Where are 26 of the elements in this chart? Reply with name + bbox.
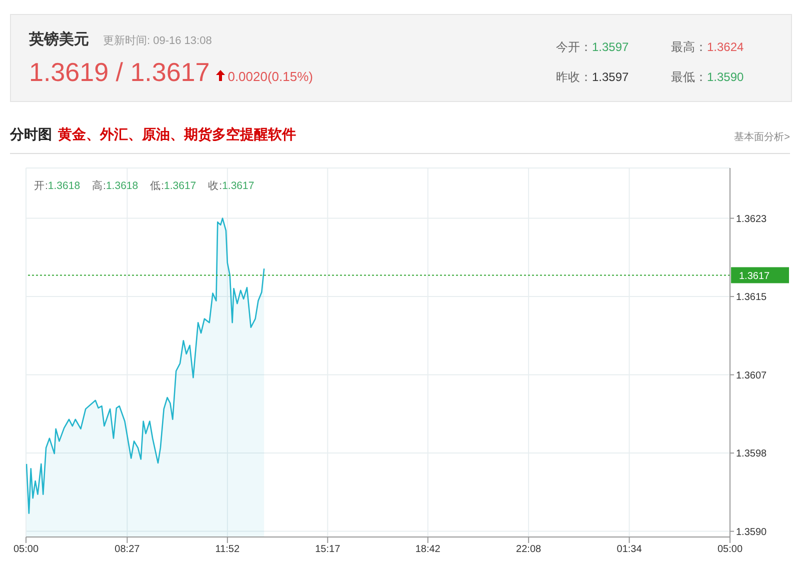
text: 基本面分析>	[734, 130, 790, 144]
ref-line-label: 1.3617	[739, 271, 770, 282]
y-tick-label: 1.3623	[736, 214, 768, 225]
y-tick-label: 1.3615	[736, 292, 768, 304]
text: 最低：1.3590	[671, 70, 744, 84]
x-tick-label: 05:00	[13, 544, 39, 556]
y-tick-label: 1.3607	[736, 370, 768, 382]
chart-title: 英镑美元	[29, 31, 89, 48]
x-tick-label: 08:27	[114, 544, 140, 556]
x-tick-label: 11:52	[215, 544, 240, 556]
text: 1.3619 / 1.3617	[29, 57, 210, 87]
chart-subtitle: 更新时间: 09-16 13:08	[103, 35, 212, 47]
annotation: 开:1.3618 高:1.3618 低:1.3617 收:1.3617	[34, 180, 254, 192]
text: 分时图	[10, 126, 52, 142]
x-tick-label: 05:00	[717, 544, 743, 556]
x-tick-label: 22:08	[516, 544, 542, 556]
y-tick-label: 1.3590	[736, 526, 768, 538]
x-tick-label: 18:42	[415, 544, 441, 556]
text: 昨收：1.3597	[556, 70, 629, 84]
text: 最高：1.3624	[671, 40, 744, 54]
y-tick-label: 1.3598	[736, 448, 768, 460]
x-tick-label: 01:34	[616, 544, 642, 556]
text: 黄金、外汇、原油、期货多空提醒软件	[58, 126, 296, 142]
text: 0.0020(0.15%)	[228, 69, 313, 84]
text: 今开：1.3597	[556, 40, 629, 54]
x-tick-label: 15:17	[315, 544, 341, 556]
